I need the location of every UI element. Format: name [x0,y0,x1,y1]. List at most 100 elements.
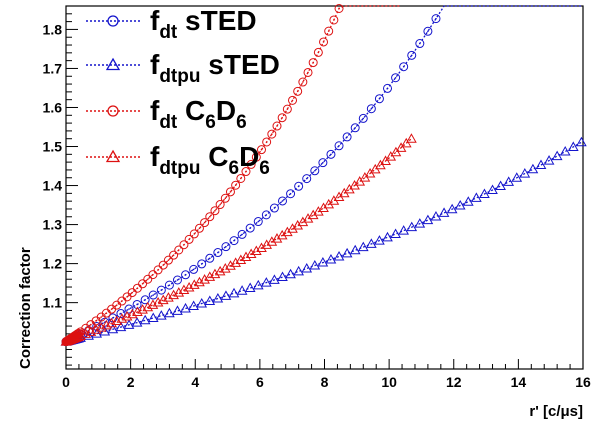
data-point-center [172,254,175,256]
data-point-center [402,65,405,68]
data-point-center [370,107,373,110]
data-point [253,217,263,227]
data-point [197,259,207,269]
data-point-center [84,327,87,330]
data-point-center [427,30,429,33]
x-tick-label: 2 [127,374,135,390]
data-point [462,196,474,206]
data-point [157,294,169,305]
data-point [503,176,515,186]
data-point [543,155,555,165]
data-point [127,288,137,298]
data-point [288,95,298,105]
data-point [137,304,148,314]
data-point [519,168,531,178]
data-point-center [233,239,235,242]
data-point-center [333,19,335,21]
data-point [188,300,199,311]
data-point [261,239,273,249]
data-point [406,133,417,143]
data-point-center [146,278,149,281]
data-point-center [307,71,309,74]
data-point [262,137,272,147]
data-point [454,199,466,210]
data-point [301,262,313,273]
data-point [269,203,279,213]
data-point [221,242,231,252]
data-point [140,295,150,305]
data-point [357,241,369,252]
data-point [181,270,191,280]
data-point-center [100,316,103,318]
data-point [246,159,256,169]
data-point-center [167,259,170,261]
legend: fdt sTED fdtpu sTED fdt C6D6 fdtpu C6D6 [86,5,280,179]
data-point [225,260,236,270]
y-tick-label: 1.1 [43,295,63,311]
y-tick-label: 1.2 [43,256,63,272]
y-tick-label: 1.5 [43,139,63,155]
data-point [287,223,298,233]
data-point [310,166,320,176]
series-3 [60,133,417,346]
data-point-center [188,238,190,241]
data-point [324,26,334,36]
data-point [230,257,241,267]
data-point-center [250,163,252,166]
data-point-center [160,289,163,291]
data-point [194,276,205,287]
data-point [395,142,407,152]
data-point [293,265,305,276]
data-point [116,313,128,323]
plot-frame [65,5,584,370]
x-tick-label: 16 [575,374,591,390]
data-series [60,3,587,347]
series-0 [61,5,582,347]
data-point-center [234,184,237,187]
data-point [400,137,412,148]
legend-entry-1: fdtpu sTED [86,49,280,87]
data-point [256,242,267,252]
data-point [341,247,353,258]
data-point [147,299,159,309]
data-point [156,285,166,295]
data-point [415,39,425,49]
data-point [407,50,417,60]
data-point [132,306,143,316]
data-point [220,290,232,300]
data-point-center [177,249,180,251]
data-point-center [184,273,187,276]
data-point-center [271,133,273,135]
data-point-center [346,136,348,138]
data-point [333,250,345,261]
data-point [329,15,339,25]
data-point-center [378,97,381,100]
y-tick-label: 1.8 [43,21,63,37]
data-point [422,214,434,225]
data-point [189,229,199,239]
data-point-center [128,308,130,310]
y-axis-ticks: 1.1 1.2 1.3 1.4 1.5 1.6 1.7 1.8 [43,13,78,366]
data-point [252,279,264,290]
data-point-center [289,192,292,195]
data-point [132,283,142,293]
data-point-center [136,303,138,306]
legend-label: fdt C6D6 [150,95,247,133]
data-point [164,307,175,318]
data-point [383,83,393,93]
data-point [527,163,539,174]
data-point [438,207,450,217]
data-point [398,225,410,235]
data-point [205,212,215,222]
data-point-center [322,161,324,164]
data-point [285,268,296,279]
x-axis-title: r' [c/μs] [529,403,583,420]
legend-label: fdtpu C6D6 [150,141,270,179]
data-point [374,235,385,245]
data-point [303,67,313,77]
data-point-center [273,207,276,209]
data-point-center [386,87,389,90]
legend-entry-3: fdtpu C6D6 [86,141,270,179]
data-point [446,203,458,214]
